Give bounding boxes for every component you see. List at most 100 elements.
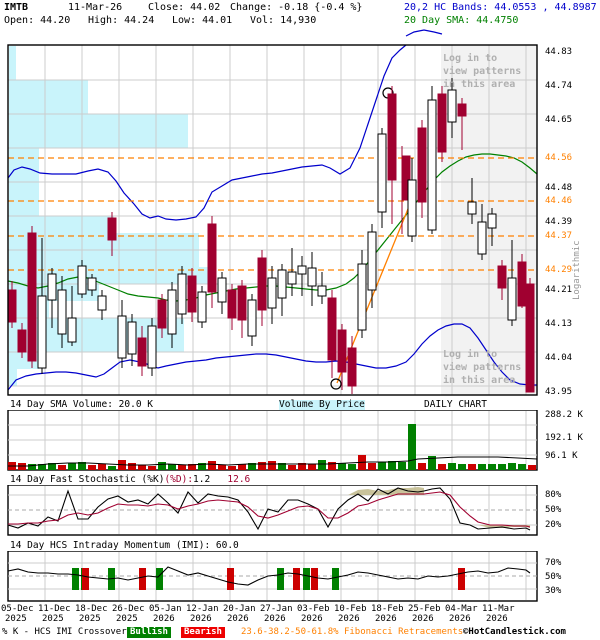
price-tick-8: 43.95 (545, 387, 573, 397)
watermark-line-3b: in this area (443, 375, 516, 386)
volume-tick-0: 288.2 K (545, 410, 583, 420)
sma-line (7, 153, 538, 302)
bearish-badge: Bearish (181, 627, 225, 638)
stochastic-k-line (7, 487, 531, 531)
xtick-year-12: 2026 (449, 614, 471, 624)
candle (157, 294, 167, 338)
ticker-symbol: IMTB (4, 2, 29, 13)
candle (517, 254, 527, 308)
xtick-date-9: 10-Feb (334, 604, 367, 614)
price-tick-1: 44.74 (545, 81, 573, 91)
fib-label-3: 44.29 (545, 265, 573, 275)
candle (57, 276, 67, 348)
candle (47, 268, 57, 328)
price-tick-5: 44.21 (545, 285, 573, 295)
price-tick-4: 44.39 (545, 217, 573, 227)
fib-retracement-note: 23.6-38.2-50-61.8% Fibonacci Retracement… (241, 627, 464, 637)
xtick-date-8: 03-Feb (297, 604, 330, 614)
candle (277, 264, 287, 316)
volume-chart-panel[interactable] (0, 410, 600, 472)
candle (167, 282, 177, 348)
hc-bands-legend: 20,2 HC Bands: 44.0553 , 44.8987 (404, 2, 597, 13)
xtick-year-8: 2026 (301, 614, 323, 624)
candle (357, 250, 367, 338)
xtick-year-5: 2026 (190, 614, 212, 624)
candle (497, 260, 507, 300)
price-change: Change: -0.18 {-0.4 %} (230, 2, 363, 13)
xtick-year-9: 2026 (338, 614, 360, 624)
volume-bars (8, 424, 536, 470)
candle (257, 250, 267, 326)
candle (317, 272, 327, 304)
watermark-bottom: Log in to view patterns in this area (443, 348, 521, 387)
imi-chart-panel[interactable] (0, 551, 600, 603)
candle (477, 204, 487, 260)
x-axis-labels: 05-Dec 2025 11-Dec 2025 18-Dec 2025 26-D… (0, 604, 600, 626)
candle (37, 238, 47, 374)
high-price: High: 44.24 (88, 15, 155, 26)
candle (467, 178, 477, 224)
candle-latest (525, 278, 535, 393)
candle (367, 224, 377, 308)
volume-tick-2: 96.1 K (545, 451, 578, 461)
xtick-year-2: 2025 (79, 614, 101, 624)
candle (77, 260, 87, 298)
bullish-badge: Bullish (127, 627, 171, 638)
candle (27, 226, 37, 368)
xtick-date-1: 11-Dec (38, 604, 71, 614)
candle (147, 318, 157, 376)
watermark-line-1: Log in to (443, 53, 498, 64)
candle (447, 78, 457, 138)
xtick-year-7: 2026 (264, 614, 286, 624)
fib-label-2: 44.37 (545, 231, 573, 241)
candle (401, 146, 411, 234)
candle (97, 290, 107, 320)
candle (407, 158, 417, 242)
xtick-date-12: 04-Mar (445, 604, 478, 614)
candle (107, 212, 117, 256)
price-vgridlines (44, 45, 527, 395)
volume-panel-title: 14 Day SMA Volume: 20.0 K (10, 399, 153, 410)
xtick-date-4: 05-Jan (149, 604, 182, 614)
volume-by-price-label: Volume By Price (279, 399, 365, 410)
stochastic-tick-0: 80% (545, 490, 562, 500)
stochastic-title-d: (%D): (164, 474, 194, 485)
candle (197, 286, 207, 328)
candle (307, 252, 317, 306)
imi-tick-0: 70% (545, 558, 562, 568)
candle (267, 266, 277, 324)
fib-label-0: 44.56 (545, 153, 573, 163)
stochastic-fill-overbought (348, 487, 424, 495)
candle (347, 336, 357, 394)
copyright-label: ©HotCandlestick.com (463, 627, 566, 637)
stochastic-panel-title: 14 Day Fast Stochastic (%K)(%D):1.2 12.6 (10, 475, 250, 485)
candle (117, 300, 127, 368)
candle (227, 284, 237, 330)
candle (337, 324, 347, 390)
hc-band-upper (7, 44, 407, 221)
price-tick-0: 44.83 (545, 47, 573, 57)
candle (287, 248, 297, 296)
candle (217, 272, 227, 314)
xtick-date-13: 11-Mar (482, 604, 515, 614)
close-price: Close: 44.02 (148, 2, 221, 13)
xtick-year-13: 2026 (486, 614, 508, 624)
price-tick-2: 44.65 (545, 115, 573, 125)
imi-tick-1: 50% (545, 572, 562, 582)
stochastic-value-d: 12.6 (227, 474, 251, 485)
stochastic-chart-panel[interactable] (0, 485, 600, 537)
price-gridlines (8, 79, 537, 387)
xtick-year-1: 2025 (42, 614, 64, 624)
xtick-year-3: 2025 (116, 614, 138, 624)
xtick-date-2: 18-Dec (75, 604, 108, 614)
imi-panel-title: 14 Day HCS Intraday Momentum (IMI): 60.0 (10, 540, 239, 551)
candle (207, 216, 217, 308)
stochastic-d-line (8, 491, 531, 528)
xtick-date-10: 18-Feb (371, 604, 404, 614)
imi-tick-2: 30% (545, 586, 562, 596)
price-chart-panel[interactable] (0, 28, 600, 400)
price-tick-6: 44.13 (545, 319, 573, 329)
volume-sma-line (8, 456, 538, 467)
open-price: Open: 44.20 (4, 15, 71, 26)
